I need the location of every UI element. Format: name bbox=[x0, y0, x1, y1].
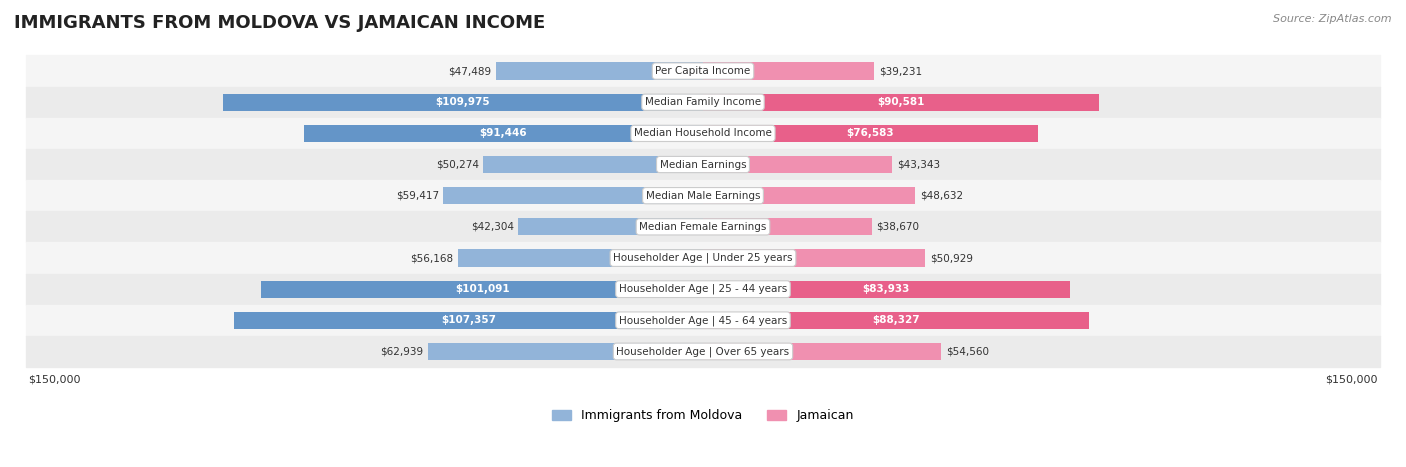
Text: $107,357: $107,357 bbox=[441, 315, 496, 325]
Text: Source: ZipAtlas.com: Source: ZipAtlas.com bbox=[1274, 14, 1392, 24]
Text: Median Household Income: Median Household Income bbox=[634, 128, 772, 138]
Text: $56,168: $56,168 bbox=[411, 253, 453, 263]
Text: IMMIGRANTS FROM MOLDOVA VS JAMAICAN INCOME: IMMIGRANTS FROM MOLDOVA VS JAMAICAN INCO… bbox=[14, 14, 546, 32]
Bar bbox=[703, 94, 1098, 111]
Bar bbox=[703, 343, 942, 360]
Bar bbox=[25, 274, 1381, 305]
Bar bbox=[703, 156, 893, 173]
Text: $42,304: $42,304 bbox=[471, 222, 513, 232]
Bar bbox=[427, 343, 703, 360]
Bar bbox=[457, 249, 703, 267]
Bar bbox=[25, 242, 1381, 274]
Bar bbox=[222, 94, 703, 111]
Text: $38,670: $38,670 bbox=[876, 222, 920, 232]
Bar bbox=[25, 56, 1381, 87]
Text: Per Capita Income: Per Capita Income bbox=[655, 66, 751, 76]
Bar bbox=[484, 156, 703, 173]
Text: Householder Age | Over 65 years: Householder Age | Over 65 years bbox=[616, 346, 790, 357]
Bar bbox=[703, 281, 1070, 298]
Bar bbox=[25, 180, 1381, 211]
Bar bbox=[25, 336, 1381, 367]
Text: $48,632: $48,632 bbox=[920, 191, 963, 201]
Bar bbox=[262, 281, 703, 298]
Bar bbox=[443, 187, 703, 204]
Text: $43,343: $43,343 bbox=[897, 160, 939, 170]
Text: $91,446: $91,446 bbox=[479, 128, 527, 138]
Bar bbox=[304, 125, 703, 142]
Text: $90,581: $90,581 bbox=[877, 97, 925, 107]
Text: Householder Age | Under 25 years: Householder Age | Under 25 years bbox=[613, 253, 793, 263]
Bar bbox=[703, 218, 872, 235]
Text: Median Earnings: Median Earnings bbox=[659, 160, 747, 170]
Text: $39,231: $39,231 bbox=[879, 66, 922, 76]
Bar bbox=[703, 125, 1038, 142]
Text: Median Family Income: Median Family Income bbox=[645, 97, 761, 107]
Bar bbox=[25, 305, 1381, 336]
Bar bbox=[25, 211, 1381, 242]
Bar bbox=[25, 118, 1381, 149]
Text: $50,929: $50,929 bbox=[929, 253, 973, 263]
Text: $50,274: $50,274 bbox=[436, 160, 479, 170]
Bar bbox=[703, 63, 875, 80]
Text: Median Male Earnings: Median Male Earnings bbox=[645, 191, 761, 201]
Bar bbox=[703, 249, 925, 267]
Bar bbox=[519, 218, 703, 235]
Text: $54,560: $54,560 bbox=[946, 347, 988, 356]
Legend: Immigrants from Moldova, Jamaican: Immigrants from Moldova, Jamaican bbox=[547, 404, 859, 427]
Text: $59,417: $59,417 bbox=[396, 191, 439, 201]
Text: $62,939: $62,939 bbox=[381, 347, 423, 356]
Text: $150,000: $150,000 bbox=[28, 375, 80, 385]
Text: Median Female Earnings: Median Female Earnings bbox=[640, 222, 766, 232]
Text: $76,583: $76,583 bbox=[846, 128, 894, 138]
Text: $109,975: $109,975 bbox=[436, 97, 491, 107]
Bar bbox=[703, 187, 915, 204]
Bar bbox=[25, 87, 1381, 118]
Text: Householder Age | 25 - 44 years: Householder Age | 25 - 44 years bbox=[619, 284, 787, 294]
Text: $88,327: $88,327 bbox=[872, 315, 920, 325]
Bar bbox=[495, 63, 703, 80]
Text: $47,489: $47,489 bbox=[449, 66, 491, 76]
Text: $83,933: $83,933 bbox=[863, 284, 910, 294]
Text: $150,000: $150,000 bbox=[1326, 375, 1378, 385]
Bar bbox=[233, 312, 703, 329]
Bar bbox=[703, 312, 1088, 329]
Text: $101,091: $101,091 bbox=[456, 284, 509, 294]
Bar bbox=[25, 149, 1381, 180]
Text: Householder Age | 45 - 64 years: Householder Age | 45 - 64 years bbox=[619, 315, 787, 325]
